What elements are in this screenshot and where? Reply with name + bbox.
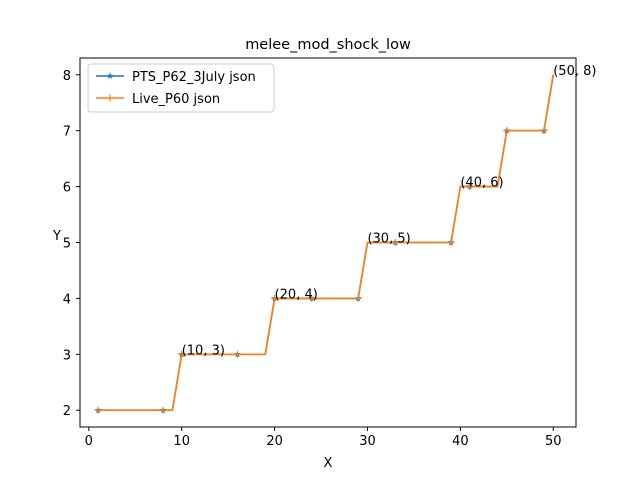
data-point-plus	[159, 406, 167, 414]
plot-layer	[98, 74, 555, 412]
y-tick-label: 4	[63, 292, 71, 307]
y-tick-label: 7	[63, 125, 71, 140]
x-tick-label: 0	[85, 434, 93, 449]
data-point-plus	[233, 350, 241, 358]
chart-title: melee_mod_shock_low	[245, 37, 411, 53]
point-annotation: (40, 6)	[460, 176, 503, 191]
point-annotation: (10, 3)	[182, 343, 225, 358]
point-annotation: (30, 5)	[367, 232, 410, 247]
y-tick-label: 6	[63, 181, 71, 196]
x-tick-label: 40	[452, 434, 469, 449]
data-point-plus	[94, 406, 102, 414]
y-axis-label: Y	[52, 229, 61, 244]
y-tick-label: 5	[63, 237, 71, 252]
point-annotation: (20, 4)	[275, 287, 318, 302]
axes-layer: 0 10 20 30 40 50 2 3 4 5 6 7 8	[63, 57, 577, 449]
legend-box	[87, 63, 275, 113]
series-line-1	[98, 74, 555, 412]
legend-star-marker	[106, 72, 114, 79]
x-tick-label: 10	[173, 434, 190, 449]
data-point-plus	[466, 183, 474, 191]
legend-plus-marker	[106, 94, 114, 102]
marks-layer	[94, 127, 548, 414]
data-point-plus	[354, 294, 362, 302]
y-tick-label: 2	[63, 404, 71, 419]
x-tick-label: 30	[359, 434, 376, 449]
x-tick-label: 50	[545, 434, 562, 449]
y-tick-label: 8	[63, 69, 71, 84]
data-point-plus	[540, 127, 548, 135]
x-tick-label: 20	[266, 434, 283, 449]
point-annotation: (50, 8)	[553, 64, 596, 79]
x-axis-label: X	[324, 456, 333, 471]
data-point-plus	[271, 294, 279, 302]
legend: PTS_P62_3July json Live_P60 json	[87, 63, 275, 113]
data-point-plus	[447, 239, 455, 246]
legend-label-0: PTS_P62_3July json	[132, 70, 256, 85]
y-tick-label: 3	[63, 348, 71, 363]
data-point-plus	[391, 239, 399, 246]
data-point-plus	[308, 294, 316, 302]
legend-label-1: Live_P60 json	[132, 92, 220, 107]
annotations-layer: (10, 3) (20, 4) (30, 5) (40, 6) (50, 8)	[182, 64, 597, 359]
data-point-plus	[178, 350, 186, 358]
data-point-plus	[503, 127, 511, 135]
